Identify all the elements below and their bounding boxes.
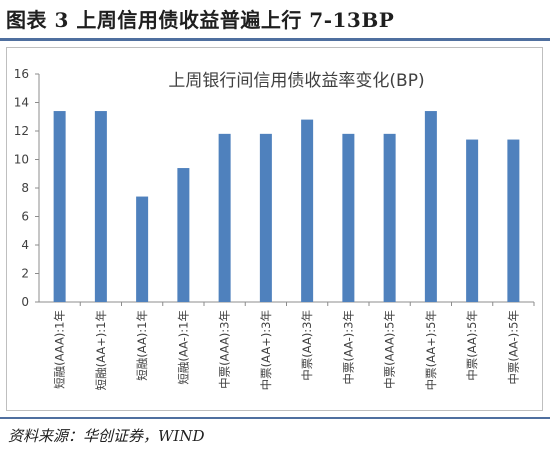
- x-tick-label: 中票(AAA):5年: [383, 310, 397, 389]
- x-tick-label: 中票(AA-):5年: [506, 310, 520, 385]
- bar: [177, 168, 190, 302]
- bar: [383, 133, 396, 302]
- y-tick-label: 2: [21, 267, 29, 281]
- x-tick-label: 短融(AAA):1年: [53, 310, 67, 389]
- x-tick-label: 中票(AA+):3年: [259, 310, 273, 390]
- y-tick-label: 8: [21, 181, 29, 195]
- source-divider: [0, 417, 550, 419]
- y-tick-label: 14: [14, 96, 29, 110]
- bar: [342, 133, 355, 302]
- bar: [424, 111, 437, 302]
- x-tick-label: 中票(AA+):5年: [424, 310, 438, 390]
- y-tick-label: 10: [14, 153, 29, 167]
- x-tick-label: 中票(AA):3年: [300, 310, 314, 381]
- x-tick-label: 短融(AA-):1年: [176, 310, 190, 385]
- y-tick-label: 6: [21, 210, 29, 224]
- x-tick-label: 短融(AA):1年: [135, 310, 149, 381]
- bar: [259, 133, 272, 302]
- bar: [507, 139, 520, 302]
- bar: [53, 111, 66, 302]
- x-tick-label: 中票(AAA):3年: [218, 310, 232, 389]
- x-tick-label: 短融(AA+):1年: [94, 310, 108, 390]
- source-note: 资料来源：华创证券，WIND: [8, 427, 205, 445]
- bar: [301, 119, 314, 302]
- x-tick-label: 中票(AA-):3年: [341, 310, 355, 385]
- y-tick-label: 0: [21, 295, 29, 309]
- bar: [466, 139, 479, 302]
- y-tick-label: 4: [21, 238, 29, 252]
- title-divider: [0, 38, 550, 41]
- chart-container: 上周银行间信用债收益率变化(BP) 0 2 4 6 8 10 12 14 16 短融(AAA):1年…: [6, 47, 543, 411]
- bar: [94, 111, 107, 302]
- bar: [218, 133, 231, 302]
- y-tick-label: 16: [14, 67, 29, 81]
- y-tick-label: 12: [14, 124, 29, 138]
- figure-title: 图表 3 上周信用债收益普遍上行 7-13BP: [6, 8, 395, 32]
- chart-title: 上周银行间信用债收益率变化(BP): [168, 71, 424, 91]
- bar-chart: 上周银行间信用债收益率变化(BP) 0 2 4 6 8 10 12 14 16 短融(AAA):1年…: [14, 67, 535, 390]
- x-tick-label: 中票(AA):5年: [465, 310, 479, 381]
- bar: [136, 196, 149, 302]
